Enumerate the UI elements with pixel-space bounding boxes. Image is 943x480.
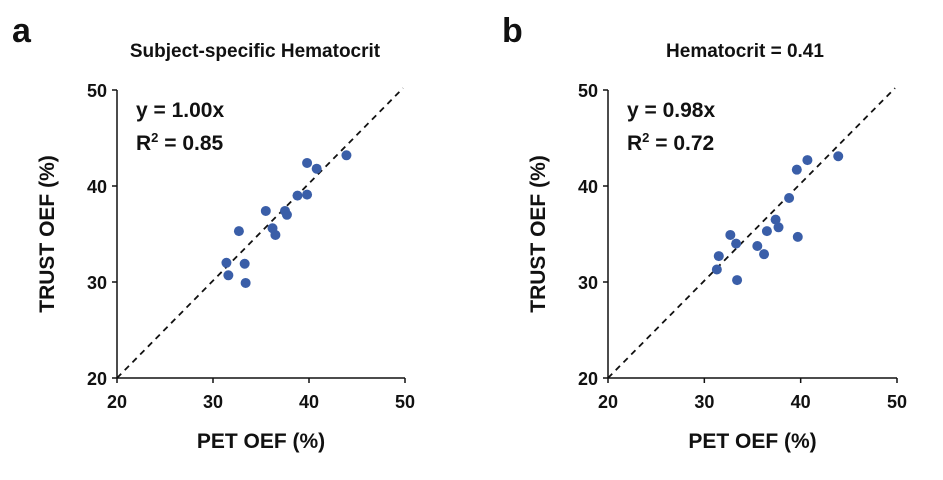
data-point (725, 229, 736, 240)
data-point (260, 205, 271, 216)
r-squared-superscript: 2 (642, 130, 649, 145)
panel-label: a (12, 12, 32, 50)
x-tick-label: 20 (598, 392, 618, 412)
data-point (221, 257, 232, 268)
data-point (311, 163, 322, 174)
y-tick-label: 50 (578, 81, 598, 101)
data-point (833, 151, 844, 162)
data-point (759, 249, 770, 260)
data-point (270, 229, 281, 240)
r-squared: R2 = 0.85 (136, 130, 224, 155)
chart-title: Hematocrit = 0.41 (666, 41, 824, 62)
y-axis-label: TRUST OEF (%) (527, 155, 550, 313)
r-squared: R2 = 0.72 (627, 130, 714, 155)
data-point (732, 275, 743, 286)
data-point (711, 264, 722, 275)
data-point (281, 209, 292, 220)
data-point (341, 150, 352, 161)
x-tick-label: 50 (887, 392, 907, 412)
data-point (773, 222, 784, 233)
r-squared-value: = 0.85 (158, 132, 223, 155)
data-point (713, 251, 724, 262)
y-tick-label: 20 (87, 369, 107, 389)
y-tick-label: 30 (578, 273, 598, 293)
y-tick-label: 50 (87, 81, 107, 101)
x-tick-label: 30 (203, 392, 223, 412)
y-axis-label: TRUST OEF (%) (36, 155, 59, 313)
regression-equation: y = 0.98x (627, 99, 715, 122)
r-squared-prefix: R (136, 132, 151, 155)
data-point (233, 226, 244, 237)
regression-equation: y = 1.00x (136, 99, 224, 122)
data-point (791, 164, 802, 175)
data-point (731, 238, 742, 249)
data-point (292, 190, 303, 201)
data-point (240, 277, 251, 288)
data-point (784, 193, 795, 203)
identity-line (607, 87, 896, 379)
data-point (302, 157, 313, 168)
data-point (223, 270, 234, 281)
data-point (792, 231, 803, 242)
x-axis-label: PET OEF (%) (197, 430, 325, 453)
panel-a: a Subject-specific Hematocrit 20 30 40 50 20 30… (12, 12, 415, 453)
x-tick-label: 40 (791, 392, 811, 412)
y-tick-label: 30 (87, 273, 107, 293)
data-point (239, 258, 250, 269)
r-squared-prefix: R (627, 132, 642, 155)
data-point (752, 241, 763, 251)
y-tick-label: 40 (87, 177, 107, 197)
identity-line (116, 87, 404, 379)
data-point (761, 226, 772, 237)
data-point (802, 155, 813, 166)
y-tick-label: 40 (578, 177, 598, 197)
chart-title: Subject-specific Hematocrit (130, 41, 381, 62)
x-tick-label: 40 (299, 392, 319, 412)
data-point (770, 214, 781, 225)
y-tick-label: 20 (578, 369, 598, 389)
data-point (302, 189, 313, 200)
x-tick-label: 30 (694, 392, 714, 412)
r-squared-superscript: 2 (151, 130, 158, 145)
x-axis-label: PET OEF (%) (688, 430, 816, 453)
r-squared-value: = 0.72 (649, 132, 714, 155)
x-tick-label: 20 (107, 392, 127, 412)
x-tick-label: 50 (395, 392, 415, 412)
panel-b: b Hematocrit = 0.41 20 30 40 50 20 30 40 50 PET OE… (502, 12, 907, 453)
panel-label: b (502, 12, 523, 50)
